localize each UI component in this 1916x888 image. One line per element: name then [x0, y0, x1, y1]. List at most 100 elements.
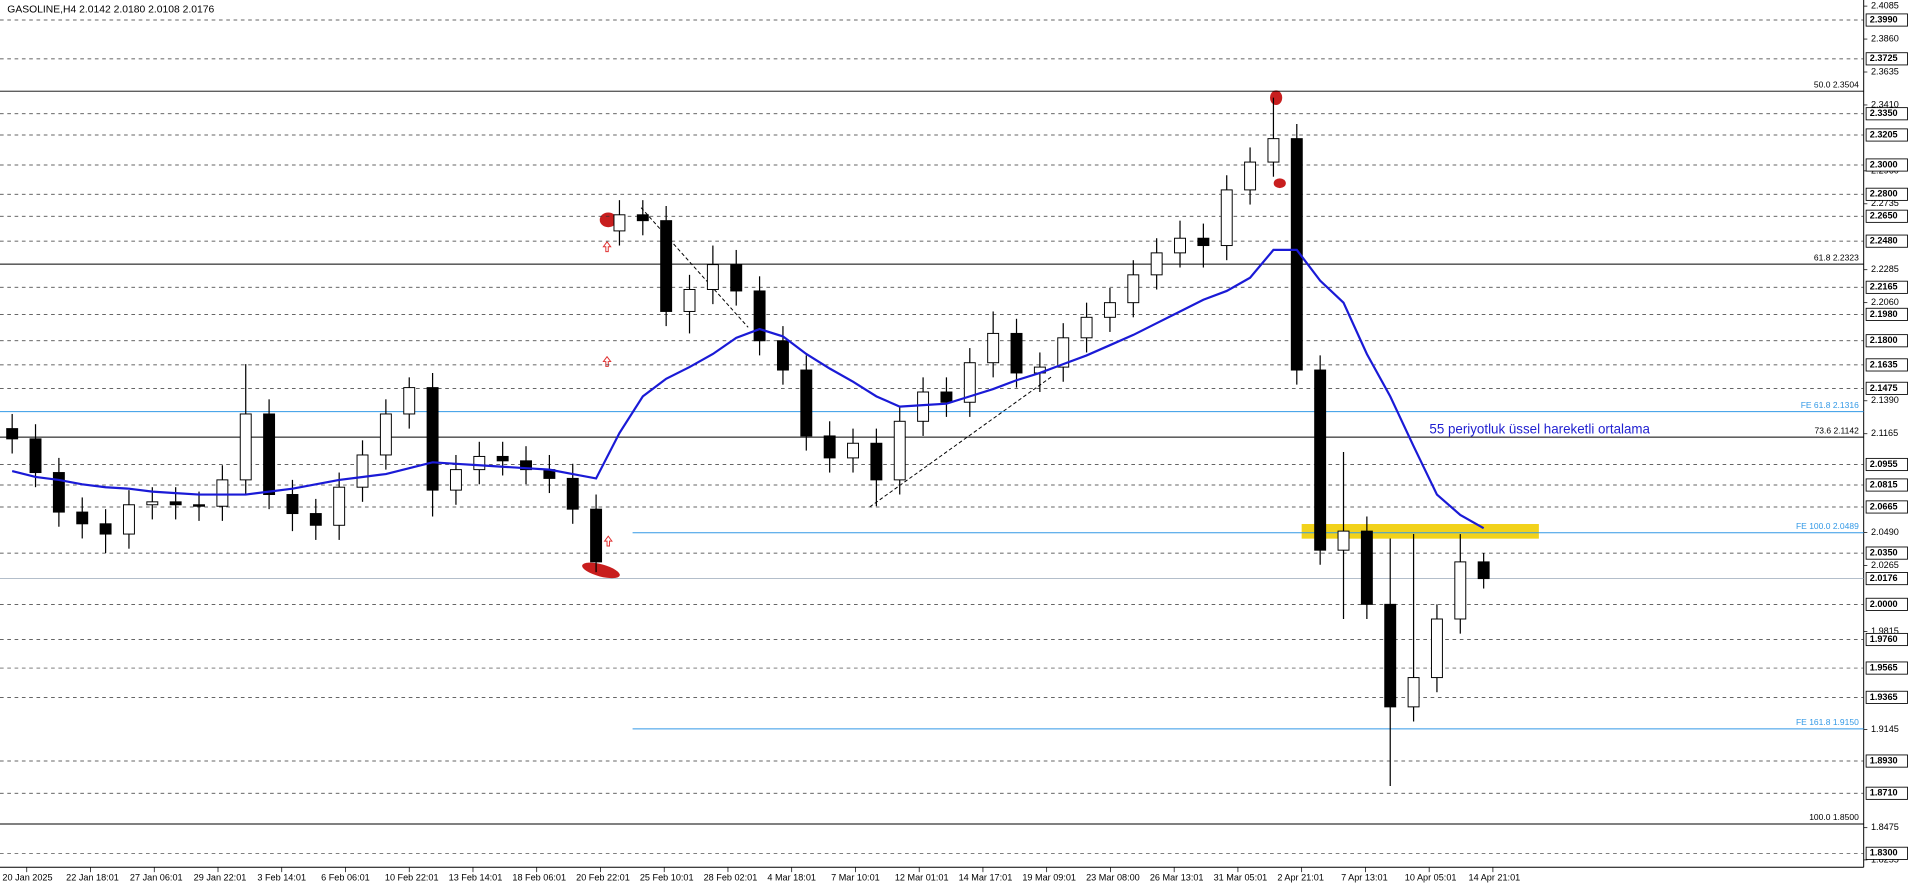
x-tick-label: 13 Feb 14:01 — [449, 873, 503, 883]
level-label: 2.1980 — [1870, 309, 1898, 319]
candle-body — [823, 435, 836, 459]
level-label: 2.0350 — [1870, 548, 1898, 558]
price-label: 2.0176 — [1870, 573, 1898, 583]
level-label: 2.0815 — [1870, 479, 1898, 489]
level-label: 2.3205 — [1870, 129, 1898, 139]
x-tick-label: 7 Mar 10:01 — [831, 873, 880, 883]
marker — [1270, 90, 1283, 106]
marker — [599, 212, 617, 228]
level-label: 2.3350 — [1870, 108, 1898, 118]
candle-body — [940, 391, 953, 403]
level-label-box — [1865, 786, 1908, 800]
x-tick-label: 4 Mar 18:01 — [767, 873, 816, 883]
x-tick-label: 14 Mar 17:01 — [959, 873, 1013, 883]
candle-body — [1407, 677, 1420, 708]
level-label: 1.9760 — [1870, 634, 1898, 644]
x-tick-label: 29 Jan 22:01 — [194, 873, 247, 883]
level-label-box — [1865, 209, 1908, 223]
x-tick-label: 6 Feb 06:01 — [321, 873, 370, 883]
fe-label: FE 61.8 2.1316 — [1801, 400, 1859, 410]
x-tick-label: 10 Feb 22:01 — [385, 873, 439, 883]
level-label: 2.2480 — [1870, 236, 1898, 246]
annotation: 55 periyotluk üssel hareketli ortalama — [1429, 421, 1650, 436]
candle-body — [309, 513, 322, 526]
candle-body — [1197, 237, 1210, 247]
y-tick-label: 1.9815 — [1871, 626, 1899, 636]
candle-body — [1220, 189, 1233, 247]
level-label-box — [1865, 597, 1908, 611]
level-label: 2.0955 — [1870, 459, 1898, 469]
marker — [582, 562, 620, 579]
level-label: 1.8300 — [1870, 848, 1898, 858]
x-tick-label: 3 Feb 14:01 — [257, 873, 306, 883]
candle-body — [847, 442, 859, 459]
candle-body — [169, 501, 182, 506]
level-label: 2.2165 — [1870, 282, 1898, 292]
x-tick-label: 23 Mar 08:00 — [1086, 873, 1140, 883]
x-tick-label: 31 Mar 05:01 — [1214, 873, 1268, 883]
moving-average — [11, 248, 1485, 530]
candle-body — [356, 454, 369, 488]
y-tick-label: 2.2060 — [1871, 297, 1899, 307]
x-tick-label: 27 Jan 06:01 — [130, 873, 183, 883]
level-label: 2.3990 — [1870, 14, 1898, 24]
level-label-box — [1865, 381, 1908, 395]
level-label: 1.9565 — [1870, 662, 1898, 672]
candle-body — [683, 288, 696, 312]
candle-body — [286, 494, 299, 515]
candle-body — [122, 504, 135, 535]
x-tick-label: 22 Jan 18:01 — [66, 873, 119, 883]
level-label: 2.1635 — [1870, 359, 1898, 369]
level-label: 2.3725 — [1870, 53, 1898, 63]
level-label-box — [1865, 107, 1908, 121]
candle-body — [76, 511, 89, 525]
candle-body — [146, 501, 159, 506]
level-label: 1.8710 — [1870, 788, 1898, 798]
level-label-box — [1865, 52, 1908, 66]
candle-body — [613, 214, 626, 232]
fibo-label: 61.8 2.2323 — [1814, 252, 1859, 262]
candle-body — [29, 438, 42, 474]
level-label-box — [1865, 334, 1908, 348]
level-label-box — [1865, 280, 1908, 294]
level-label-box — [1865, 846, 1908, 860]
x-tick-label: 18 Feb 06:01 — [512, 873, 566, 883]
x-tick-label: 25 Feb 10:01 — [640, 873, 694, 883]
candle-body — [753, 290, 766, 342]
level-label-box — [1865, 234, 1908, 248]
candle-body — [99, 523, 112, 535]
level-label: 2.2650 — [1870, 211, 1898, 221]
y-tick-label: 2.4085 — [1871, 1, 1899, 11]
level-label: 2.1800 — [1870, 335, 1898, 345]
arrow — [603, 535, 613, 547]
trend-line — [640, 207, 749, 328]
level-label: 2.3000 — [1870, 159, 1898, 169]
level-label-box — [1865, 158, 1908, 172]
level-label-box — [1865, 500, 1908, 514]
y-tick-label: 2.3635 — [1871, 66, 1899, 76]
level-label-box — [1865, 632, 1908, 647]
candle-body — [520, 460, 532, 471]
y-tick-label: 2.2285 — [1871, 264, 1899, 274]
candle-body — [426, 387, 439, 491]
candle-body — [660, 220, 673, 312]
candle-body — [963, 362, 976, 403]
fibo-label: 100.0 1.8500 — [1809, 812, 1859, 822]
candle-body — [800, 369, 813, 437]
candle-body — [216, 479, 229, 507]
resistance-zone — [1301, 524, 1539, 539]
y-tick-label: 1.9145 — [1871, 724, 1899, 734]
candle-body — [449, 469, 462, 491]
level-label: 1.9365 — [1870, 692, 1898, 702]
candle-body — [1127, 274, 1140, 304]
level-label: 2.0000 — [1870, 599, 1898, 609]
candle-body — [1267, 138, 1280, 163]
candle-body — [590, 508, 603, 563]
candle-body — [1360, 530, 1373, 605]
level-label-box — [1865, 128, 1908, 142]
level-label-box — [1865, 690, 1908, 704]
candle-body — [193, 504, 205, 507]
